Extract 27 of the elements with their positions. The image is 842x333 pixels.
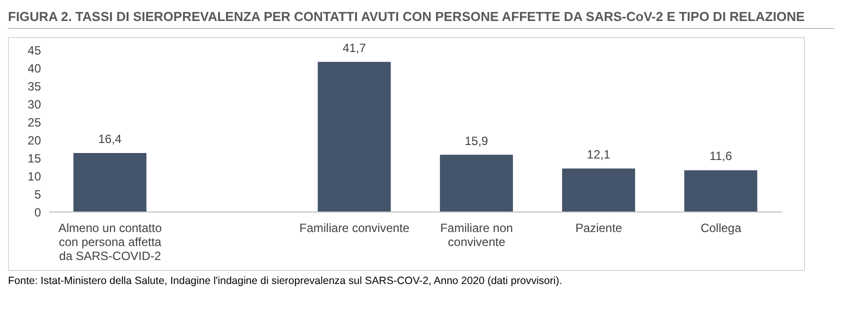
y-tick-label: 40 <box>28 61 42 76</box>
x-tick-label: Paziente <box>575 221 622 235</box>
data-label: 11,6 <box>710 149 732 164</box>
x-tick-label: Familiare convivente <box>299 221 410 235</box>
bar <box>440 154 513 212</box>
y-tick-label: 20 <box>28 133 42 148</box>
y-tick-label: 30 <box>28 97 42 112</box>
bar <box>318 62 391 212</box>
bar <box>73 152 146 212</box>
y-tick-label: 5 <box>34 187 42 202</box>
y-tick-label: 15 <box>28 151 42 166</box>
y-tick-label: 25 <box>28 115 42 130</box>
chart-title: FIGURA 2. TASSI DI SIEROPREVALENZA PER CONTATTI AVUTI CON PERSONE AFFETTE DA SARS-CoV-2 E TIPO DI RELAZIONE <box>8 8 834 29</box>
y-tick-label: 35 <box>28 79 42 94</box>
bar <box>684 170 758 212</box>
source-note: Fonte: Istat-Ministero della Salute, Indagine l'indagine di sieroprevalenza sul SARS-COV-2, Anno 2020 (dati provvisori). <box>8 275 564 287</box>
x-tick-label: Collega <box>700 221 742 235</box>
y-tick-label: 45 <box>28 43 42 58</box>
x-tick-label: Familiare non convivente <box>440 221 513 249</box>
data-label: 12,1 <box>586 147 611 162</box>
bar <box>562 168 636 212</box>
data-label: 16,4 <box>98 132 122 146</box>
x-tick-label: Almeno un contatto con persona affetta da SARS-COVID-2 <box>58 221 162 263</box>
y-tick-label: 0 <box>34 205 42 220</box>
y-tick-label: 10 <box>28 169 42 184</box>
data-label: 41,7 <box>342 40 366 55</box>
data-label: 15,9 <box>464 134 488 148</box>
